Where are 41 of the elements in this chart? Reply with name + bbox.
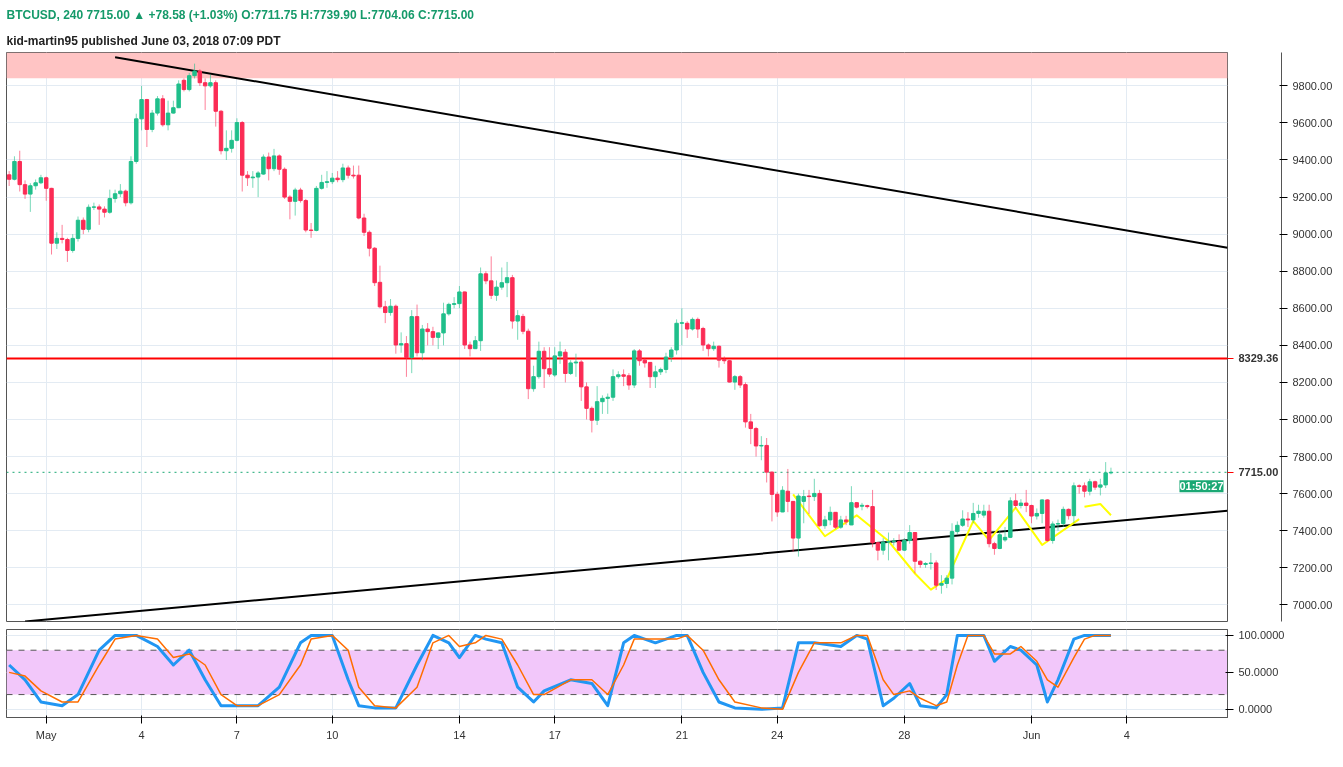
ref-line-label: 8329.36: [1238, 352, 1279, 365]
annotation: 01:50:27: [1179, 480, 1224, 493]
chart-subtitle: kid-martin95 published June 03, 2018 07:09 PDT: [6, 33, 282, 48]
x-tick-label: 21: [675, 728, 689, 741]
y-tick-label: 8000.00: [1292, 413, 1333, 426]
y-tick-label: 8400.00: [1292, 339, 1333, 352]
y-tick-label: 7400.00: [1292, 524, 1333, 537]
y-tick-label: 9400.00: [1292, 154, 1333, 166]
ref-line-label: 7715.00: [1238, 466, 1279, 479]
candlestick: [732, 374, 738, 391]
x-tick-label: May: [35, 728, 58, 741]
candlestick: [859, 502, 865, 511]
y-tick-label: 8200.00: [1292, 376, 1333, 389]
x-tick-label: 28: [898, 728, 911, 741]
x-tick-label: 17: [548, 728, 561, 741]
candlestick: [1018, 498, 1024, 509]
y-tick-label: 9600.00: [1292, 116, 1333, 129]
candlestick: [965, 511, 971, 528]
x-tick-label: 24: [771, 728, 784, 741]
y-tick-label: 7600.00: [1292, 487, 1333, 500]
x-tick-label: 4: [138, 728, 145, 741]
y-tick-label: 0.0000: [1238, 703, 1273, 716]
y-tick-label: 9200.00: [1292, 191, 1333, 204]
y-tick-label: 7800.00: [1292, 450, 1333, 463]
y-tick-label: 8600.00: [1292, 302, 1333, 315]
x-tick-label: Jun: [1022, 728, 1041, 741]
chart-title: BTCUSD, 240 7715.00 ▲ +78.58 (+1.03%) O:7711.75 H:7739.90 L:7704.06 C:7715.00: [6, 7, 475, 22]
line-series: [792, 493, 1081, 591]
x-tick-label: 10: [326, 728, 339, 741]
y-tick-label: 50.0000: [1238, 666, 1279, 679]
candlestick: [843, 515, 849, 526]
y-tick-label: 9800.00: [1292, 79, 1333, 92]
x-tick-label: 14: [453, 728, 466, 741]
x-tick-label: 7: [233, 728, 240, 741]
y-tick-label: 8800.00: [1292, 265, 1333, 278]
y-tick-label: 7000.00: [1292, 598, 1333, 611]
x-tick-label: 4: [1123, 728, 1130, 741]
candlestick: [6, 170, 12, 187]
y-tick-label: 9000.00: [1292, 228, 1333, 241]
y-tick-label: 7200.00: [1292, 561, 1333, 574]
y-tick-label: 100.0000: [1238, 629, 1285, 642]
